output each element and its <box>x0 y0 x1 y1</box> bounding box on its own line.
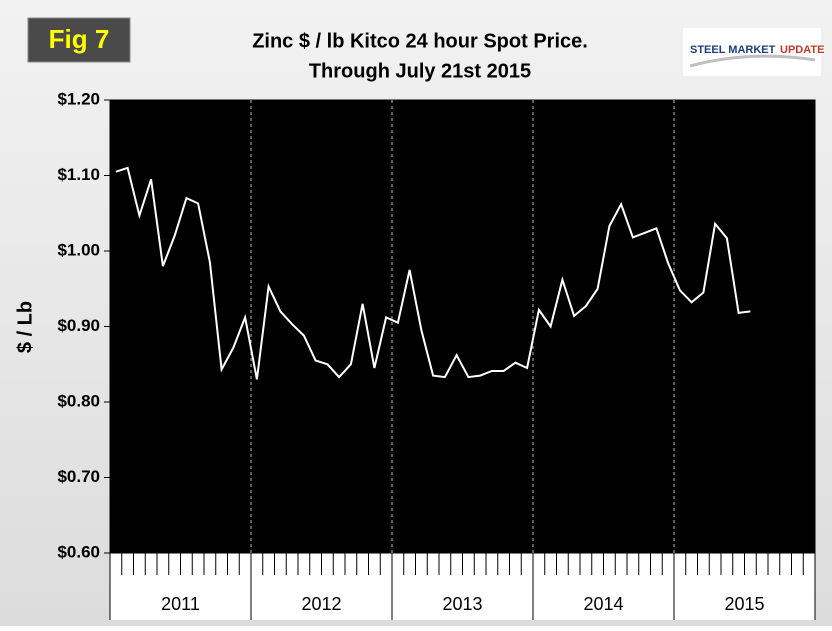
x-tick-label: 2011 <box>161 594 200 614</box>
chart-title: Through July 21st 2015 <box>309 60 531 82</box>
y-tick-label: $0.60 <box>57 542 100 561</box>
x-tick-label: 2014 <box>583 594 623 614</box>
y-tick-label: $0.90 <box>57 316 100 335</box>
y-tick-label: $1.00 <box>57 240 100 259</box>
line-series <box>115 166 751 380</box>
y-axis-label: $ / Lb <box>14 301 36 353</box>
x-tick-label: 2013 <box>442 594 482 614</box>
logo-text: UPDATE <box>780 44 824 56</box>
logo-text: STEEL MARKET <box>690 44 776 56</box>
plot-area <box>109 99 816 554</box>
y-tick-label: $1.20 <box>57 89 100 108</box>
y-tick-label: $0.80 <box>57 391 100 410</box>
logo-box <box>683 28 821 76</box>
chart-title: Zinc $ / lb Kitco 24 hour Spot Price. <box>252 30 588 52</box>
x-tick-label: 2015 <box>724 594 764 614</box>
logo-swoosh <box>689 54 816 68</box>
y-tick-label: $0.70 <box>57 467 100 486</box>
y-tick-label: $1.10 <box>57 165 100 184</box>
fig-box <box>27 17 131 63</box>
x-tick-label: 2012 <box>301 594 341 614</box>
fig-label: Fig 7 <box>49 24 110 54</box>
